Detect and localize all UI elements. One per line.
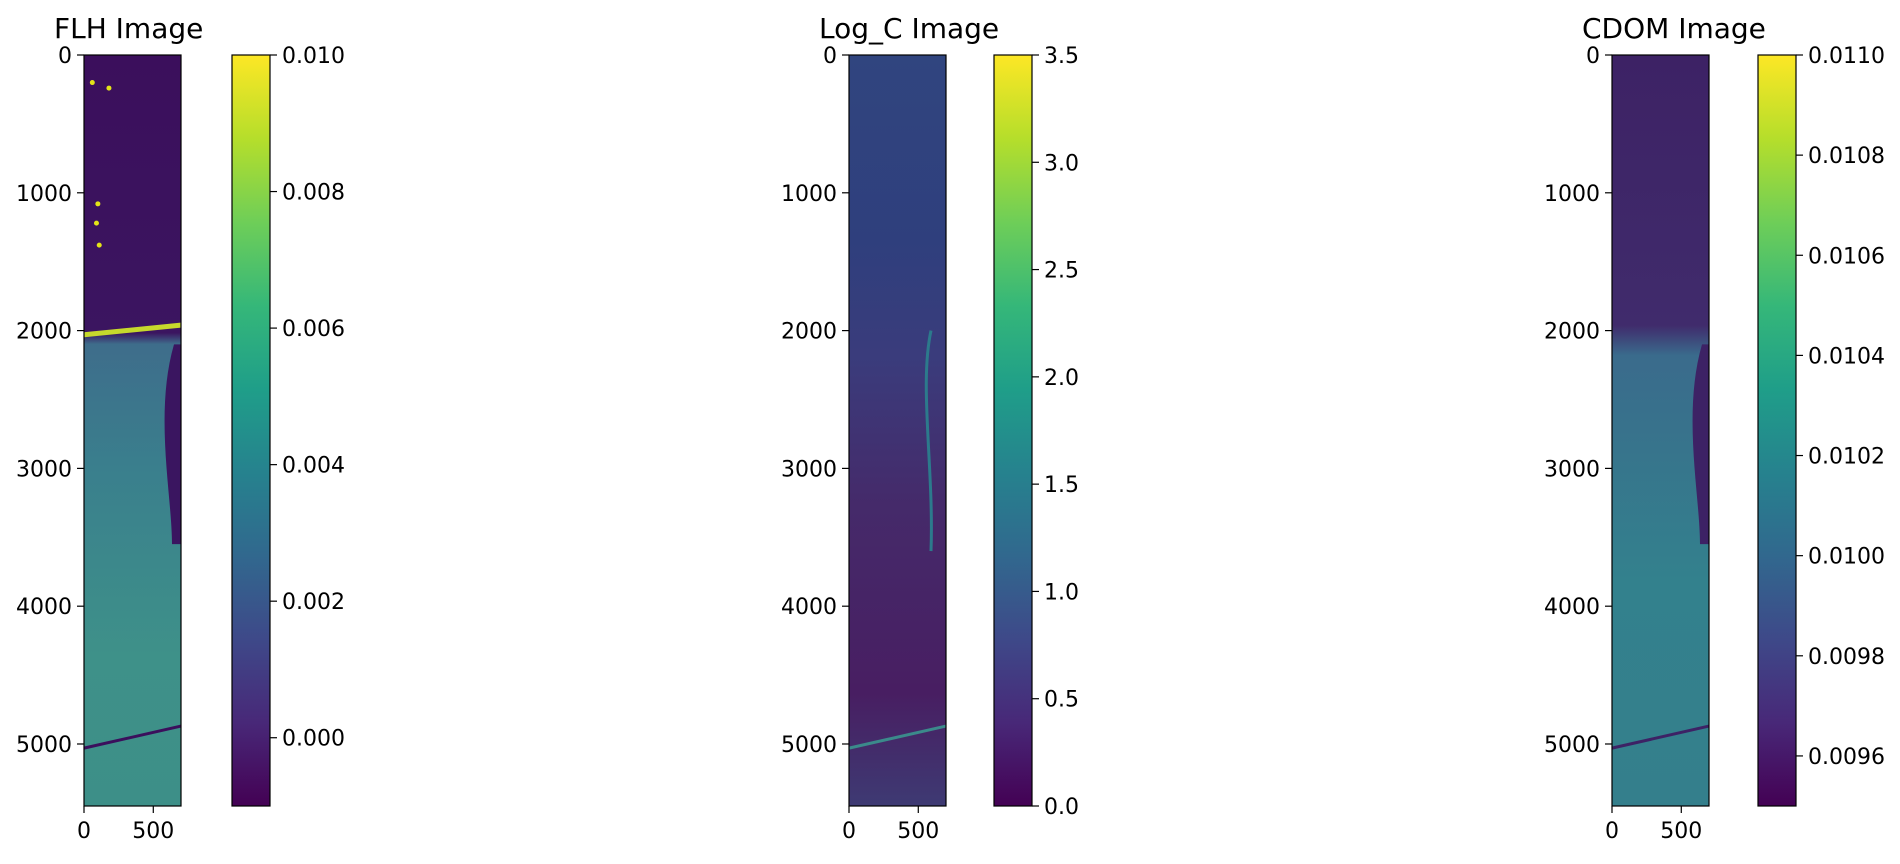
bright-speck: [89, 80, 95, 86]
dark-streak: [1611, 724, 1710, 750]
colorbar-tick-label: 0.0110: [1808, 44, 1885, 69]
front-line: [924, 330, 933, 552]
axes-frame: [83, 54, 182, 807]
image-area: [849, 55, 946, 806]
y-tick-label: 0: [823, 44, 837, 69]
y-tick-label: 5000: [781, 733, 837, 758]
x-tick-label: 500: [897, 819, 939, 844]
colorbar-tick-label: 0.0102: [1808, 445, 1885, 470]
bright-speck: [93, 220, 99, 226]
colorbar-tick-label: 0.010: [282, 44, 345, 69]
panel-title: FLH Image: [54, 12, 203, 45]
colorbar-tick-label: 0.0096: [1808, 745, 1885, 770]
y-tick-label: 3000: [781, 457, 837, 482]
y-tick-label: 4000: [781, 595, 837, 620]
colorbar-tick-label: 0.0108: [1808, 144, 1885, 169]
y-tick-label: 4000: [16, 595, 72, 620]
axes-frame: [848, 54, 947, 807]
y-tick-label: 1000: [781, 182, 837, 207]
y-tick-label: 1000: [16, 182, 72, 207]
x-tick-label: 500: [132, 819, 174, 844]
colorbar-tick-label: 0.0106: [1808, 244, 1885, 269]
panel-title: CDOM Image: [1582, 12, 1766, 45]
colorbar-tick-label: 0.002: [282, 590, 345, 615]
x-tick-label: 0: [842, 819, 856, 844]
y-tick-label: 3000: [16, 457, 72, 482]
y-tick-label: 4000: [1544, 595, 1600, 620]
colorbar-tick-label: 2.5: [1044, 259, 1079, 284]
colorbar: [993, 54, 1033, 807]
y-tick-label: 0: [1586, 44, 1600, 69]
axes-frame: [1611, 54, 1710, 807]
colorbar-tick-label: 3.0: [1044, 151, 1079, 176]
colorbar-tick-label: 0.000: [282, 727, 345, 752]
colorbar-tick-label: 1.5: [1044, 473, 1079, 498]
bright-speck: [95, 201, 101, 207]
colorbar-tick-label: 0.0098: [1808, 645, 1885, 670]
y-tick-label: 2000: [16, 320, 72, 345]
x-tick-label: 500: [1660, 819, 1702, 844]
colorbar-tick-label: 0.0: [1044, 795, 1079, 820]
x-tick-label: 0: [1605, 819, 1619, 844]
dark-region: [1692, 344, 1709, 545]
y-tick-label: 0: [58, 44, 72, 69]
colorbar-tick-label: 0.008: [282, 181, 345, 206]
y-tick-label: 2000: [781, 320, 837, 345]
y-tick-label: 5000: [16, 733, 72, 758]
colorbar-tick-label: 0.5: [1044, 688, 1079, 713]
bright-speck: [106, 85, 112, 91]
bright-streak: [848, 724, 947, 750]
colorbar-tick-label: 2.0: [1044, 366, 1079, 391]
colorbar-tick-label: 0.0104: [1808, 344, 1885, 369]
dark-streak: [83, 724, 182, 750]
front-line: [83, 322, 182, 338]
y-tick-label: 2000: [1544, 320, 1600, 345]
y-tick-label: 5000: [1544, 733, 1600, 758]
colorbar: [1757, 54, 1797, 807]
colorbar-tick-label: 0.006: [282, 317, 345, 342]
colorbar-tick-label: 0.004: [282, 454, 345, 479]
x-tick-label: 0: [77, 819, 91, 844]
bright-speck: [96, 242, 102, 248]
colorbar: [231, 54, 271, 807]
colorbar-tick-label: 3.5: [1044, 44, 1079, 69]
dark-region: [164, 344, 181, 545]
y-tick-label: 1000: [1544, 182, 1600, 207]
panel-title: Log_C Image: [819, 12, 999, 45]
y-tick-label: 3000: [1544, 457, 1600, 482]
colorbar-tick-label: 1.0: [1044, 580, 1079, 605]
colorbar-tick-label: 0.0100: [1808, 545, 1885, 570]
